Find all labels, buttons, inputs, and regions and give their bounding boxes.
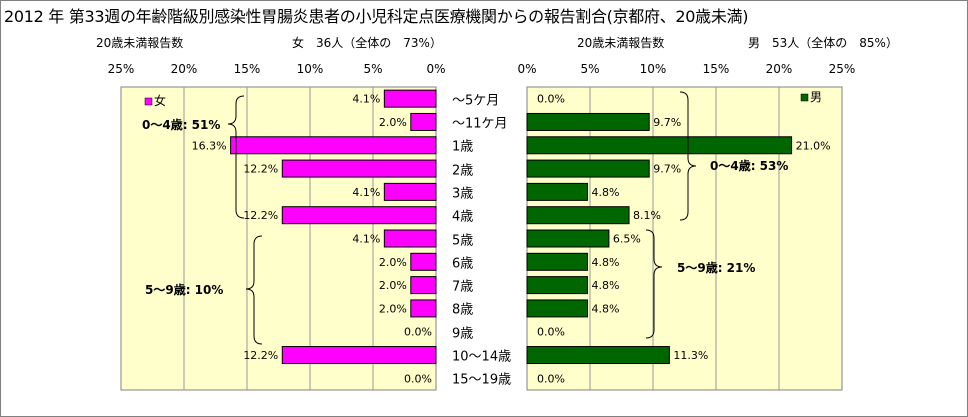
- female-value-label: 12.2%: [243, 349, 278, 362]
- female-bar: [410, 299, 437, 318]
- female-value-label: 2.0%: [379, 302, 407, 315]
- left-x-tick: 10%: [296, 62, 324, 76]
- male-bar: [526, 182, 588, 201]
- left-subtitle-female: 女 36人（全体の 73%）: [292, 36, 442, 50]
- female-value-label: 2.0%: [379, 279, 407, 292]
- right-x-tick: 10%: [639, 62, 667, 76]
- category-label: 5歳: [452, 233, 474, 248]
- right-annotation-0-4: 0〜4歳: 53%: [710, 158, 788, 173]
- category-label: 6歳: [452, 256, 474, 272]
- left-x-tick: 15%: [233, 62, 261, 76]
- female-bar: [383, 182, 437, 201]
- category-label: 〜5ケ月: [452, 93, 500, 109]
- male-bar: [526, 159, 650, 178]
- right-annotation-5-9: 5〜9歳: 21%: [677, 260, 755, 275]
- female-value-label: 12.2%: [243, 209, 278, 222]
- male-value-label: 4.8%: [591, 256, 619, 269]
- female-bar: [281, 346, 437, 365]
- female-value-label: 4.1%: [352, 93, 380, 106]
- male-value-label: 11.3%: [673, 349, 708, 362]
- female-bar: [383, 89, 437, 108]
- male-value-label: 4.8%: [591, 186, 619, 199]
- category-label: 15〜19歳: [452, 372, 512, 388]
- male-bar: [526, 136, 793, 155]
- category-label: 10〜14歳: [452, 349, 512, 365]
- female-value-label: 16.3%: [192, 139, 227, 152]
- legend-male-label: 男: [810, 90, 822, 104]
- category-label: 9歳: [452, 326, 474, 342]
- male-value-label: 4.8%: [591, 302, 619, 315]
- left-brace-5-9: [245, 235, 263, 345]
- right-x-tick: 15%: [702, 62, 730, 76]
- female-value-label: 2.0%: [379, 256, 407, 269]
- left-x-tick: 0%: [426, 62, 446, 76]
- right-x-tick: 20%: [765, 62, 793, 76]
- male-bar: [526, 206, 630, 225]
- male-bar: [526, 229, 610, 248]
- legend-male-swatch: [800, 93, 809, 102]
- left-x-tick: 20%: [170, 62, 198, 76]
- left-annotation-0-4: 0〜4歳: 51%: [142, 117, 220, 132]
- category-label: 1歳: [452, 139, 474, 155]
- female-bar: [281, 206, 437, 225]
- category-label: 2歳: [452, 163, 474, 179]
- legend-female-label: 女: [154, 93, 166, 108]
- right-brace-5-9: [645, 229, 663, 339]
- category-label: 8歳: [452, 302, 474, 318]
- category-label: 4歳: [452, 209, 474, 225]
- right-x-tick: 0%: [517, 62, 537, 76]
- male-value-label: 21.0%: [796, 139, 831, 152]
- left-brace-0-4: [227, 95, 245, 219]
- right-brace-0-4: [679, 91, 697, 221]
- male-value-label: 9.7%: [653, 116, 681, 129]
- left-x-tick: 25%: [107, 62, 135, 76]
- left-x-tick: 5%: [363, 62, 383, 76]
- female-value-label: 0.0%: [404, 372, 432, 385]
- male-bar: [526, 252, 588, 271]
- male-bar: [526, 276, 588, 295]
- left-annotation-5-9: 5〜9歳: 10%: [145, 282, 223, 297]
- female-bar: [410, 276, 437, 295]
- chart-title: 2012 年 第33週の年齢階級別感染性胃腸炎患者の小児科定点医療機関からの報告…: [4, 7, 749, 26]
- legend-female-swatch: [144, 97, 153, 106]
- female-bar: [410, 112, 437, 131]
- category-label: 3歳: [452, 186, 474, 202]
- right-x-tick: 5%: [580, 62, 600, 76]
- male-bar: [526, 112, 650, 131]
- female-bar: [410, 252, 437, 271]
- male-value-label: 0.0%: [537, 326, 565, 339]
- right-subtitle-male: 男 53人（全体の 85%）: [748, 36, 898, 50]
- category-label: 7歳: [452, 279, 474, 295]
- female-value-label: 4.1%: [352, 186, 380, 199]
- male-value-label: 8.1%: [633, 209, 661, 222]
- male-bar: [526, 299, 588, 318]
- male-bar: [526, 346, 670, 365]
- male-value-label: 6.5%: [613, 233, 641, 246]
- right-x-tick: 25%: [828, 62, 856, 76]
- male-value-label: 0.0%: [537, 372, 565, 385]
- female-bar: [281, 159, 437, 178]
- female-bar: [230, 136, 437, 155]
- male-value-label: 4.8%: [591, 279, 619, 292]
- male-value-label: 9.7%: [653, 163, 681, 176]
- female-value-label: 2.0%: [379, 116, 407, 129]
- category-label: 〜11ケ月: [452, 116, 508, 132]
- left-subtitle-count: 20歳未満報告数: [96, 36, 184, 50]
- female-value-label: 0.0%: [404, 326, 432, 339]
- female-bar: [383, 229, 437, 248]
- male-value-label: 0.0%: [537, 93, 565, 106]
- female-value-label: 12.2%: [243, 163, 278, 176]
- female-value-label: 4.1%: [352, 233, 380, 246]
- right-subtitle-count: 20歳未満報告数: [577, 36, 665, 50]
